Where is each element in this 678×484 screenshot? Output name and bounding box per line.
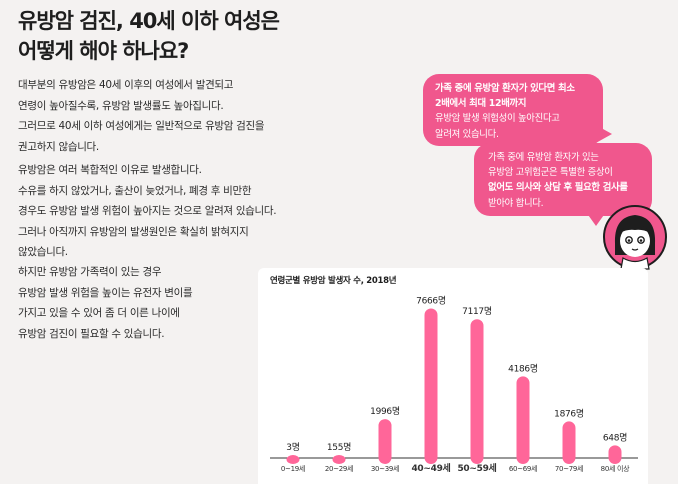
paragraph-line: 유방암은 여러 복합적인 이유로 발생합니다.: [18, 164, 202, 176]
bar-60~69세: [516, 376, 530, 464]
bar-50~59세: [470, 319, 484, 464]
paragraph-line: 그러나 아직까지 유방암의 발생원인은 확실히 밝혀지지: [18, 225, 249, 238]
paragraph-line: 대부분의 유방암은 40세 이후의 여성에서 발견되고: [18, 79, 234, 91]
avatar: [603, 205, 667, 270]
paragraph-line: 가지고 있을 수 있어 좀 더 이른 나이에: [18, 307, 180, 319]
paragraph-age-recommendation: 대부분의 유방암은 40세 이후의 여성에서 발견되고 연령이 높아질수록, 유…: [18, 75, 265, 157]
paragraph-family-history: 하지만 유방암 가족력이 있는 경우 유방암 발생 위험을 높이는 유전자 변이…: [18, 262, 193, 344]
data-label: 4186명: [508, 363, 538, 374]
bar-20~29세: [332, 454, 346, 464]
paragraph-line: 않았습니다.: [18, 246, 68, 258]
title-line-1: 유방암 검진, 40세 이하 여성은: [18, 9, 280, 33]
bubble-line: 가족 중에 유방암 환자가 있는: [488, 152, 599, 163]
bar-70~79세: [562, 421, 576, 464]
bubble-line: 2배에서 최대 12배까지: [435, 98, 527, 110]
data-label: 7666명: [416, 296, 446, 307]
bar-80세 이상: [608, 445, 622, 464]
x-tick-label: 60~69세: [509, 464, 537, 473]
data-label: 7117명: [462, 306, 492, 317]
paragraph-line: 권고하지 않습니다.: [18, 140, 99, 153]
x-tick-label: 80세 이상: [601, 464, 631, 473]
bubble-line: 받아야 합니다.: [488, 197, 544, 209]
bar-chart: 3명 0~19세 155명 20~29세 1996명 30~39세 7666명 40~49세 7…: [270, 296, 638, 474]
chart-card: 연령군별 유방암 발생자 수, 2018년 3명 0~19세 155명 20~29세 1…: [258, 268, 648, 484]
paragraph-line: 경우도 유방암 발생 위험이 높아지는 것으로 알려져 있습니다.: [18, 205, 277, 217]
paragraph-line: 수유를 하지 않았거나, 출산이 늦었거나, 폐경 후 비만한: [18, 184, 252, 197]
bubble-line: 없어도 의사와 상담 후 필요한 검사를: [488, 182, 628, 194]
bubble-line: 가족 중에 유방암 환자가 있다면 최소: [435, 83, 575, 94]
data-label: 1996명: [370, 406, 400, 417]
paragraph-line: 하지만 유방암 가족력이 있는 경우: [18, 266, 162, 278]
x-tick-label: 40~49세: [411, 462, 450, 474]
x-tick-label: 30~39세: [371, 464, 399, 473]
data-label: 1876명: [554, 408, 584, 419]
bar-40~49세: [424, 308, 438, 464]
x-tick-label: 50~59세: [457, 462, 496, 474]
data-label: 3명: [286, 442, 299, 453]
paragraph-line: 그러므로 40세 이하 여성에게는 일반적으로 유방암 검진을: [18, 120, 265, 132]
bar-0~19세: [286, 455, 300, 464]
x-tick-label: 20~29세: [325, 464, 353, 473]
data-label: 155명: [327, 442, 351, 453]
speech-bubble-risk: 가족 중에 유방암 환자가 있다면 최소 2배에서 최대 12배까지 유방암 발…: [423, 74, 603, 146]
paragraph-line: 연령이 높아질수록, 유방암 발생률도 높아집니다.: [18, 99, 224, 112]
bar-30~39세: [378, 419, 392, 464]
x-tick-label: 70~79세: [555, 464, 583, 473]
page-title: 유방암 검진, 40세 이하 여성은 어떻게 해야 하나요?: [18, 6, 280, 66]
bubble-line: 유방암 발생 위험성이 높아진다고: [435, 113, 560, 125]
data-label: 648명: [603, 432, 627, 443]
title-line-2: 어떻게 해야 하나요?: [18, 39, 189, 63]
bubble-line: 알려져 있습니다.: [435, 128, 499, 140]
bubble-line: 유방암 고위험군은 특별한 증상이: [488, 167, 613, 179]
paragraph-line: 유방암 발생 위험을 높이는 유전자 변이를: [18, 286, 193, 299]
chart-title: 연령군별 유방암 발생자 수, 2018년: [270, 276, 397, 286]
paragraph-line: 유방암 검진이 필요할 수 있습니다.: [18, 327, 165, 340]
x-tick-label: 0~19세: [281, 464, 305, 473]
paragraph-causes: 유방암은 여러 복합적인 이유로 발생합니다. 수유를 하지 않았거나, 출산이…: [18, 160, 277, 263]
speech-bubble-high-risk: 가족 중에 유방암 환자가 있는 유방암 고위험군은 특별한 증상이 없어도 의…: [474, 143, 652, 216]
